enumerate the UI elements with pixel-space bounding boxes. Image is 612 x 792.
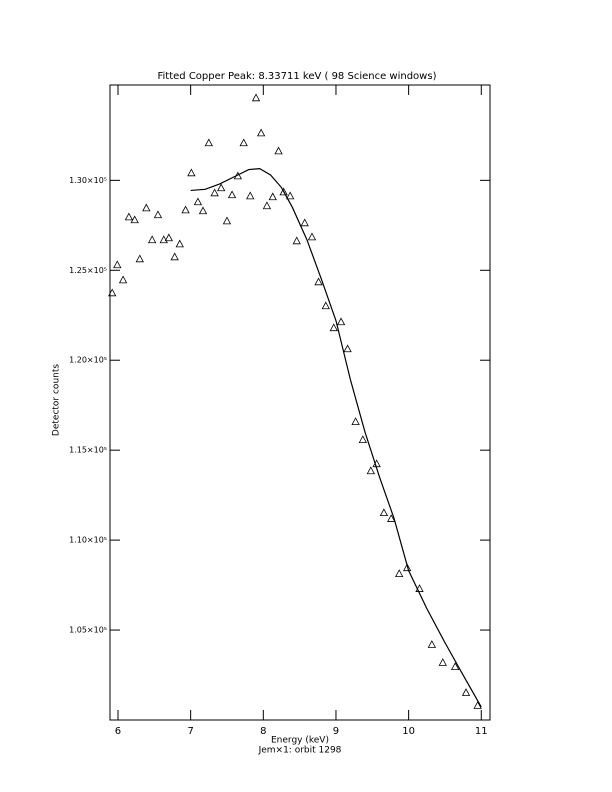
data-point: [210, 188, 219, 197]
data-point: [461, 688, 471, 696]
x-axis-label: Energy (keV): [271, 736, 329, 746]
x-tick-label: 7: [187, 726, 193, 737]
data-point: [256, 128, 266, 137]
y-tick-label: 1.25×10⁵: [69, 266, 107, 275]
data-point: [108, 288, 117, 297]
data-point: [164, 233, 174, 242]
data-point: [268, 192, 277, 201]
data-point: [329, 323, 338, 332]
y-tick-label: 1.10×10⁵: [69, 536, 107, 545]
data-point: [387, 514, 396, 522]
data-point: [227, 190, 237, 199]
data-point: [274, 146, 283, 155]
data-point: [307, 232, 317, 241]
data-point: [153, 210, 163, 219]
data-point: [366, 466, 376, 475]
y-tick-label: 1.15×10⁵: [69, 446, 107, 455]
data-point: [351, 417, 360, 426]
data-point: [292, 236, 301, 245]
data-point: [473, 701, 482, 709]
data-point: [246, 191, 255, 200]
y-tick-label: 1.30×10⁵: [69, 176, 107, 185]
data-point: [147, 235, 157, 244]
data-point: [314, 277, 323, 286]
data-point: [239, 138, 248, 147]
y-tick-label: 1.20×10⁵: [69, 356, 107, 365]
data-point: [300, 218, 309, 227]
data-point: [222, 216, 232, 225]
x-tick-label: 6: [115, 726, 121, 737]
data-point: [198, 206, 208, 215]
plot-frame: [109, 84, 491, 721]
data-point: [286, 191, 295, 200]
data-point: [343, 344, 352, 353]
data-point: [336, 317, 346, 326]
data-point: [379, 508, 389, 517]
data-point: [262, 201, 272, 210]
data-point: [159, 235, 168, 244]
data-point: [181, 205, 190, 214]
data-point: [142, 203, 151, 212]
data-point: [187, 168, 196, 177]
data-point: [193, 197, 203, 206]
subtitle: Jem×1: orbit 1298: [258, 746, 342, 756]
data-point: [130, 215, 139, 224]
data-point: [395, 569, 404, 578]
data-point: [279, 187, 288, 196]
data-point: [118, 275, 128, 284]
x-tick-label: 11: [475, 726, 488, 737]
data-point: [135, 254, 144, 263]
chart-title: Fitted Copper Peak: 8.33711 keV ( 98 Sci…: [158, 71, 437, 82]
data-point: [403, 563, 412, 572]
data-point: [321, 301, 330, 310]
x-tick-label: 8: [260, 726, 266, 737]
data-point: [124, 212, 134, 221]
x-tick-label: 9: [333, 726, 339, 737]
y-axis-label: Detector counts: [52, 364, 62, 436]
data-point: [216, 183, 226, 192]
data-point: [415, 584, 424, 592]
y-tick-label: 1.05×10⁵: [69, 626, 107, 635]
data-point: [251, 93, 261, 102]
data-point: [204, 138, 213, 147]
data-point: [450, 662, 460, 671]
x-tick-label: 10: [402, 726, 415, 737]
fit-line: [190, 168, 482, 708]
data-point: [113, 260, 122, 269]
data-point: [170, 252, 179, 261]
data-point: [438, 658, 447, 666]
data-point: [427, 640, 437, 648]
data-point: [358, 435, 368, 443]
data-point: [175, 239, 184, 248]
